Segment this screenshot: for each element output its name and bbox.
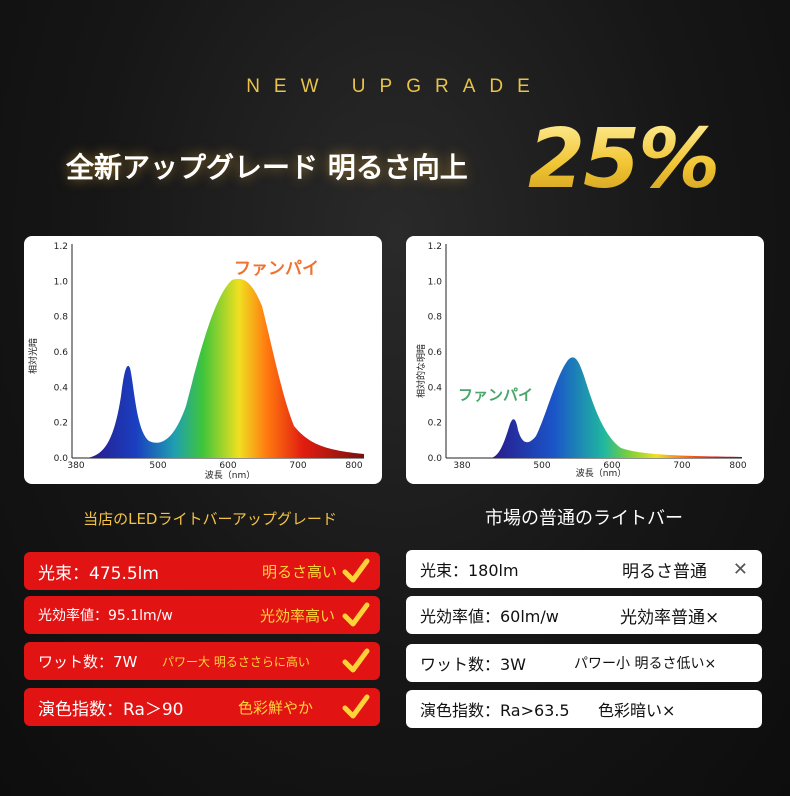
right-caption: 市場の普通のライトバー bbox=[485, 508, 683, 529]
right-spec-wattage: ワット数：3W パワー小 明るさ低い× bbox=[406, 644, 762, 682]
spec-label: 光効率値：60lm/w bbox=[420, 607, 559, 626]
y-tick-label: 0.2 bbox=[54, 419, 68, 429]
y-tick-label: 1.0 bbox=[428, 277, 443, 287]
x-tick-label: 800 bbox=[729, 461, 746, 471]
left-ylabel: 相対光暗 bbox=[27, 338, 39, 374]
x-tick-label: 700 bbox=[673, 461, 690, 471]
spec-tag: 光効率高い bbox=[260, 606, 336, 625]
spec-label: 光効率値：95.1lm/w bbox=[38, 608, 173, 624]
spec-label: 光束：180lm bbox=[420, 561, 519, 580]
y-tick-label: 0.8 bbox=[428, 313, 443, 323]
spec-tag: 光効率普通× bbox=[620, 607, 720, 628]
check-icon bbox=[342, 558, 370, 583]
right-spectrum-panel: 1.2 1.0 0.8 0.6 0.4 0.2 0.0 380 500 600 700 800 相対… bbox=[406, 236, 764, 484]
x-tick-label: 800 bbox=[345, 461, 362, 471]
spec-label: ワット数：3W bbox=[420, 655, 527, 674]
percent-figure: 25% bbox=[528, 112, 720, 207]
x-tick-label: 380 bbox=[67, 461, 84, 471]
left-spectrum-curve bbox=[86, 278, 364, 458]
x-tick-label: 600 bbox=[603, 461, 620, 471]
spec-label: 演色指数：Ra>63.5 bbox=[420, 701, 570, 720]
left-spectrum-panel: 1.2 1.0 0.8 0.6 0.4 0.2 0.0 380 500 600 700 800 相対… bbox=[24, 236, 382, 484]
check-icon bbox=[342, 694, 370, 719]
spec-tag: パワー小 明るさ低い× bbox=[574, 656, 717, 672]
x-tick-label: 500 bbox=[149, 461, 166, 471]
upgrade-title: NEW UPGRADE bbox=[246, 76, 544, 97]
x-tick-label: 380 bbox=[453, 461, 470, 471]
right-spectrum-chart: 1.2 1.0 0.8 0.6 0.4 0.2 0.0 380 500 600 700 800 相対… bbox=[415, 242, 747, 479]
check-icon bbox=[342, 602, 370, 627]
spec-tag: 色彩鮮やか bbox=[238, 698, 314, 717]
left-spec-cri: 演色指数：Ra＞90 色彩鮮やか bbox=[24, 688, 380, 726]
left-spectrum-chart: 1.2 1.0 0.8 0.6 0.4 0.2 0.0 380 500 600 700 800 相対… bbox=[27, 242, 364, 481]
left-caption: 当店のLEDライトバーアップグレード bbox=[83, 510, 337, 528]
check-icon bbox=[342, 648, 370, 673]
spec-tag: 色彩暗い× bbox=[598, 701, 676, 720]
y-tick-label: 1.2 bbox=[428, 242, 442, 252]
left-xlabel: 波長（nm） bbox=[205, 469, 255, 481]
y-tick-label: 0.6 bbox=[428, 348, 443, 358]
y-tick-label: 0.6 bbox=[54, 348, 69, 358]
spec-tag: パワー大 明るささらに高い bbox=[162, 654, 310, 669]
spec-label: ワット数：7W bbox=[38, 652, 138, 671]
left-spec-efficiency: 光効率値：95.1lm/w 光効率高い bbox=[24, 596, 380, 634]
spec-tag: 明るさ普通 bbox=[622, 561, 707, 582]
left-spec-luminous-flux: 光束：475.5lm 明るさ高い bbox=[24, 552, 380, 590]
headline: 全新アップグレード 明るさ向上 bbox=[66, 151, 468, 184]
x-tick-label: 500 bbox=[533, 461, 550, 471]
y-tick-label: 0.8 bbox=[54, 313, 69, 323]
right-spectrum-curve bbox=[491, 357, 742, 458]
y-tick-label: 0.4 bbox=[428, 383, 443, 393]
y-tick-label: 0.0 bbox=[428, 454, 443, 464]
spec-label: 光束：475.5lm bbox=[38, 563, 159, 584]
x-tick-label: 700 bbox=[289, 461, 306, 471]
right-spec-efficiency: 光効率値：60lm/w 光効率普通× bbox=[406, 596, 762, 634]
y-tick-label: 1.0 bbox=[54, 277, 69, 287]
left-brand-label: ファンパイ bbox=[234, 259, 319, 279]
x-tick-label: 600 bbox=[219, 461, 236, 471]
left-spec-wattage: ワット数：7W パワー大 明るささらに高い bbox=[24, 642, 380, 680]
y-tick-label: 0.2 bbox=[428, 419, 442, 429]
y-tick-label: 0.4 bbox=[54, 383, 69, 393]
y-tick-label: 0.0 bbox=[54, 454, 69, 464]
right-spec-luminous-flux: 光束：180lm 明るさ普通 ✕ bbox=[406, 550, 762, 588]
right-spec-cri: 演色指数：Ra>63.5 色彩暗い× bbox=[406, 690, 762, 728]
spec-tag: 明るさ高い bbox=[262, 562, 338, 581]
cross-icon: ✕ bbox=[732, 558, 748, 580]
right-ylabel: 相対的な明暗 bbox=[415, 344, 427, 398]
right-brand-label: ファンパイ bbox=[458, 386, 534, 404]
spec-label: 演色指数：Ra＞90 bbox=[38, 699, 184, 720]
y-tick-label: 1.2 bbox=[54, 242, 68, 252]
right-xlabel: 波長（nm） bbox=[576, 467, 626, 479]
